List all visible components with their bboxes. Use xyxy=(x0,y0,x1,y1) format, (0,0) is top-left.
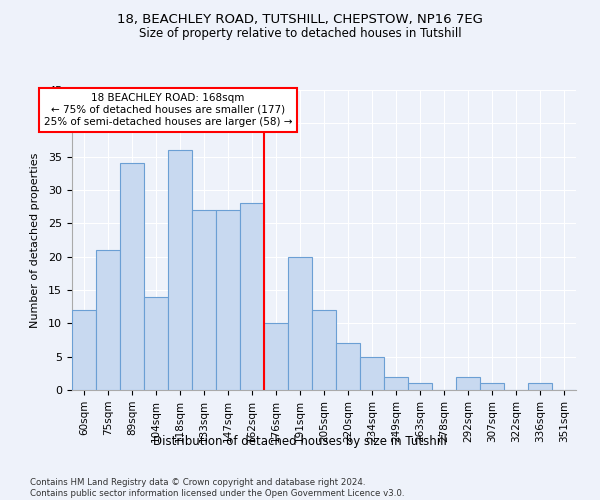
Bar xyxy=(168,150,192,390)
Bar xyxy=(384,376,408,390)
Bar xyxy=(144,296,168,390)
Text: Size of property relative to detached houses in Tutshill: Size of property relative to detached ho… xyxy=(139,28,461,40)
Text: 18, BEACHLEY ROAD, TUTSHILL, CHEPSTOW, NP16 7EG: 18, BEACHLEY ROAD, TUTSHILL, CHEPSTOW, N… xyxy=(117,12,483,26)
Bar xyxy=(240,204,264,390)
Text: 18 BEACHLEY ROAD: 168sqm
← 75% of detached houses are smaller (177)
25% of semi-: 18 BEACHLEY ROAD: 168sqm ← 75% of detach… xyxy=(44,94,292,126)
Text: Distribution of detached houses by size in Tutshill: Distribution of detached houses by size … xyxy=(153,435,447,448)
Bar xyxy=(96,250,120,390)
Text: Contains HM Land Registry data © Crown copyright and database right 2024.
Contai: Contains HM Land Registry data © Crown c… xyxy=(30,478,404,498)
Y-axis label: Number of detached properties: Number of detached properties xyxy=(30,152,40,328)
Bar xyxy=(120,164,144,390)
Bar xyxy=(288,256,312,390)
Bar xyxy=(264,324,288,390)
Bar xyxy=(336,344,360,390)
Bar xyxy=(72,310,96,390)
Bar xyxy=(480,384,504,390)
Bar xyxy=(528,384,552,390)
Bar xyxy=(312,310,336,390)
Bar xyxy=(192,210,216,390)
Bar xyxy=(360,356,384,390)
Bar xyxy=(456,376,480,390)
Bar xyxy=(408,384,432,390)
Bar xyxy=(216,210,240,390)
